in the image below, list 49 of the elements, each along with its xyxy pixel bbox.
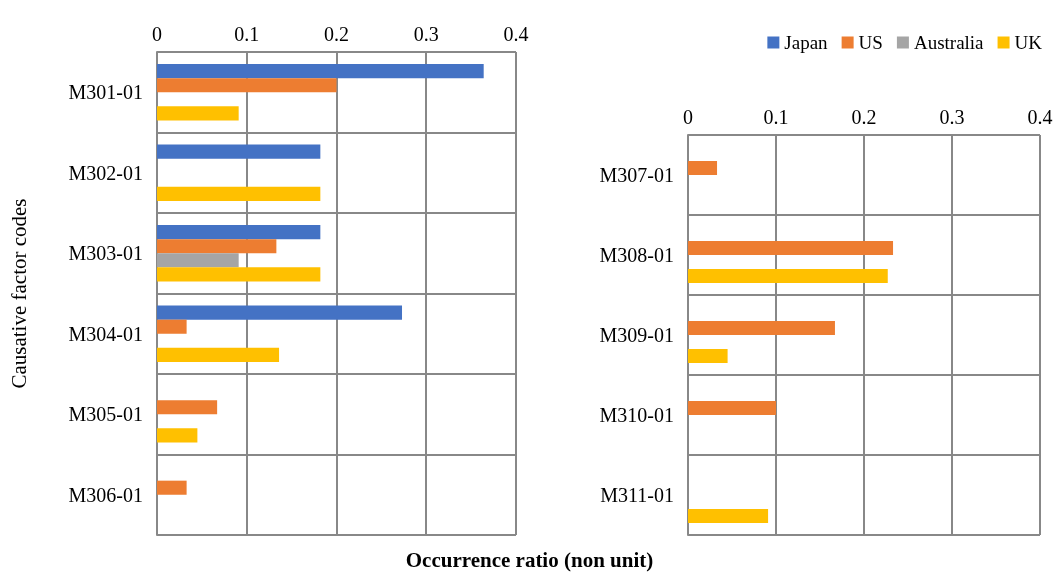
x-tick-label: 0.1 [234,23,260,45]
x-axis-title: Occurrence ratio (non unit) [404,548,655,573]
bar [157,428,198,443]
bar [688,269,888,283]
bar [688,321,835,335]
bar [157,319,187,334]
x-tick-label: 0.4 [1027,106,1053,128]
bar [157,78,337,93]
bar [157,400,218,415]
bar [688,241,894,255]
x-tick-label: 0.2 [851,106,877,128]
y-tick-label: M302-01 [68,161,143,184]
y-tick-label: M304-01 [68,322,143,345]
y-tick-label: M310-01 [599,404,674,426]
bar [157,186,321,201]
x-tick-label: 0.4 [503,23,529,45]
y-tick-label: M301-01 [68,81,143,104]
y-tick-label: M303-01 [68,242,143,265]
bar [157,144,321,159]
bar [688,509,769,523]
legend-label: UK [1014,32,1043,53]
bar [688,161,718,175]
bar [157,64,484,79]
bar [157,253,239,268]
y-axis-title: Causative factor codes [6,198,31,389]
bar [157,239,277,254]
bar [157,480,187,495]
bar [157,106,239,121]
legend-label: Australia [913,32,985,53]
bar [157,267,321,282]
bar [157,225,321,240]
y-tick-label: M308-01 [599,244,674,266]
x-tick-label: 0.2 [324,23,349,45]
bar [688,401,776,415]
y-tick-label: M311-01 [600,484,674,506]
x-tick-label: 0 [683,106,693,128]
y-tick-label: M306-01 [68,483,143,506]
bar [688,349,728,363]
x-tick-label: 0.3 [413,23,439,45]
bar [157,347,280,362]
y-tick-label: M305-01 [68,403,143,426]
y-tick-label: M309-01 [599,324,674,346]
x-tick-label: 0.3 [939,106,965,128]
x-tick-label: 0.1 [763,106,789,128]
bar [157,305,403,320]
legend-label: Japan [784,32,829,53]
y-tick-label: M307-01 [599,164,674,186]
legend-label: US [858,32,883,53]
x-tick-label: 0 [152,23,162,45]
